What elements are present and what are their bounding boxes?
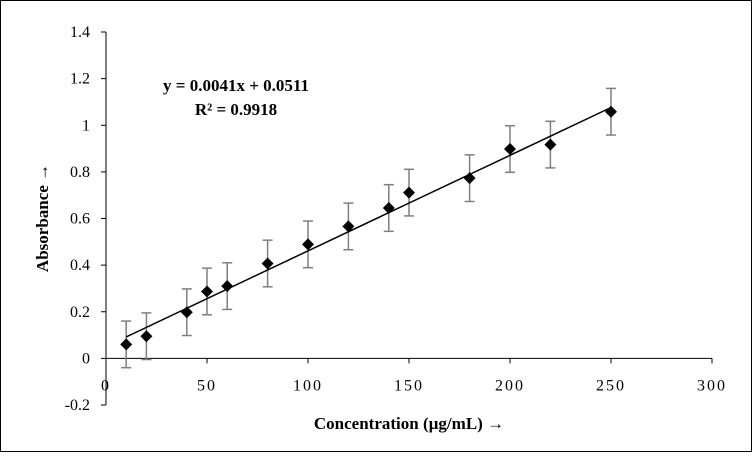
y-axis-title: Absorbance →	[33, 164, 52, 272]
data-point-marker	[261, 257, 274, 270]
y-tick-label: 0	[82, 350, 90, 367]
error-bars	[121, 87, 616, 369]
y-tick-label: 0.8	[70, 164, 90, 181]
x-tick-label: 300	[697, 377, 727, 394]
y-tick-label: 1.2	[70, 71, 90, 88]
y-tick-label: 1.4	[70, 24, 90, 41]
data-point-marker	[463, 172, 476, 185]
data-markers	[120, 105, 617, 351]
axes	[101, 31, 713, 406]
y-tick-label: 0.4	[70, 257, 90, 274]
data-point-marker	[403, 186, 415, 199]
data-point-marker	[342, 220, 355, 233]
data-point-marker	[544, 138, 557, 151]
x-tick-label: 100	[293, 377, 323, 394]
x-tick-label: 0	[101, 377, 111, 394]
data-point-marker	[120, 338, 133, 351]
data-point-marker	[302, 238, 314, 251]
data-point-marker	[605, 105, 617, 118]
data-point-marker	[201, 285, 213, 298]
x-tick-label: 150	[394, 377, 424, 394]
y-tick-label: -0.2	[65, 397, 90, 414]
y-tick-label: 1	[82, 117, 90, 134]
tick-labels: -0.2 0 0.2 0.4 0.6 0.8 1 1.2 1.4 0 50 100 150 200 250 3…	[65, 24, 727, 414]
trendline	[125, 106, 612, 338]
x-tick-label: 200	[495, 377, 525, 394]
data-point-marker	[221, 280, 234, 293]
x-axis-title: Concentration (µg/mL) →	[314, 414, 504, 433]
data-point-marker	[180, 306, 193, 319]
data-point-marker	[504, 143, 516, 156]
x-tick-label: 50	[197, 377, 217, 394]
data-point-marker	[382, 202, 395, 215]
trendline-equation: y = 0.0041x + 0.0511	[163, 76, 309, 95]
r-squared-label: R² = 0.9918	[195, 100, 277, 119]
y-tick-label: 0.2	[70, 304, 90, 321]
x-tick-label: 250	[596, 377, 626, 394]
y-tick-label: 0.6	[70, 211, 90, 228]
data-point-marker	[140, 330, 153, 343]
